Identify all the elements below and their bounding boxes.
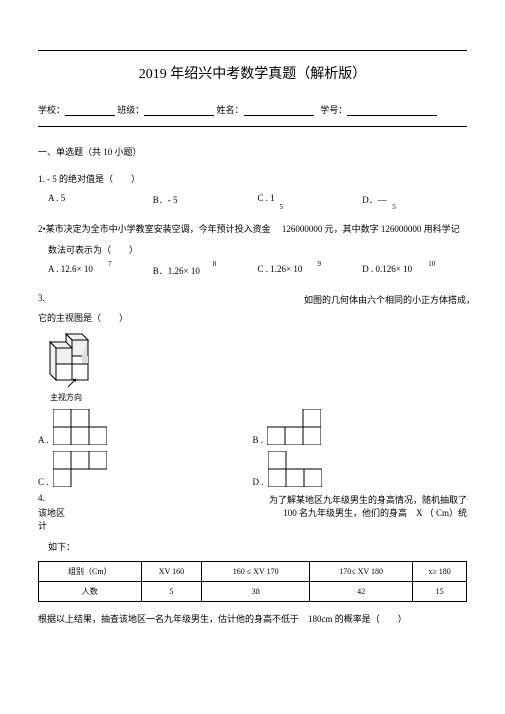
q1-c-sub: 5 (280, 203, 284, 211)
footer-l: 根据以上结果，抽查该地区一名九年级男生，估计他的身高不低于 (38, 614, 299, 624)
q4-left2: 计 (38, 519, 467, 532)
q3-view-label: 主视方向 (50, 392, 467, 403)
q4-num: 4. (38, 493, 45, 503)
q2-c-main: C . 1.26× 10 (258, 264, 303, 274)
q1-text: 1. - 5 的绝对值是（ ） (38, 172, 467, 185)
q2-line2: 数法可表示为（ ） (38, 243, 467, 256)
q3-b-shape (267, 409, 321, 445)
q2-opt-d: D . 0.126× 10 10 (362, 264, 467, 277)
q3-a-label: A . (38, 435, 49, 445)
section-1-title: 一、单选题（共 10 小题） (38, 145, 467, 158)
q2-options: A . 12.6× 10 7 B．1.26× 10 8 C . 1.26× 10… (38, 264, 467, 277)
th-3: 170≤ XV 180 (310, 562, 413, 582)
td-2: 42 (310, 582, 413, 602)
q4-right1: 为了解某地区九年级男生的身高情况，随机抽取了 (269, 493, 467, 506)
q3-a-shape (53, 409, 107, 445)
id-blank (347, 106, 437, 116)
th-2: 160 ≤ XV 170 (202, 562, 310, 582)
q3-d-shape (268, 451, 322, 487)
q3-c-label: C . (38, 477, 49, 487)
th-1: XV 160 (141, 562, 202, 582)
school-blank (65, 106, 115, 116)
footer-m: 180cm 的概率是（ ） (308, 614, 407, 624)
school-label: 学校： (38, 105, 65, 115)
q4-table: 组别（Cm） XV 160 160 ≤ XV 170 170≤ XV 180 x… (38, 561, 467, 602)
q2-m: 126000000 元，其中数字 126000000 用科学记 (282, 224, 460, 234)
q2-b-sup: 8 (213, 260, 217, 268)
class-label: 班级： (117, 105, 144, 115)
table-data-row: 人数 5 38 42 15 (39, 582, 467, 602)
td-1: 38 (202, 582, 310, 602)
q3-opt-a: A . (38, 409, 253, 445)
q3-c-shape (53, 451, 107, 487)
q3-text2: 它的主视图是（ ） (38, 311, 467, 324)
q4-right2: 100 名九年级男生，他们的身高 X （ Cm）统 (283, 506, 467, 519)
q1-d-main: D．— (362, 195, 387, 205)
td-0: 5 (141, 582, 202, 602)
q2-opt-c: C . 1.26× 10 9 (258, 264, 363, 277)
q2-opt-a: A . 12.6× 10 7 (48, 264, 153, 277)
q2-d-sup: 10 (428, 260, 435, 268)
table-header-row: 组别（Cm） XV 160 160 ≤ XV 170 170≤ XV 180 x… (39, 562, 467, 582)
page-title: 2019 年绍兴中考数学真题（解析版） (38, 63, 467, 83)
q1-opt-b: B．- 5 (153, 193, 258, 206)
q1-d-sub: 5 (392, 203, 396, 211)
q2-a-main: A . 12.6× 10 (48, 264, 93, 274)
q4-row2: 该地区 100 名九年级男生，他们的身高 X （ Cm）统 (38, 506, 467, 519)
q4-left1: 该地区 (38, 508, 65, 518)
q3-options-grid: A . B . C . D . (38, 409, 467, 493)
q3-b-label: B . (253, 435, 264, 445)
name-blank (244, 106, 314, 116)
q1-c-main: C . 1 (258, 193, 275, 203)
footer-line: 根据以上结果，抽查该地区一名九年级男生，估计他的身高不低于 180cm 的概率是… (38, 612, 467, 625)
q2-b-main: B．1.26× 10 (153, 266, 200, 276)
q3-opt-c: C . (38, 451, 253, 487)
name-label: 姓名： (217, 105, 244, 115)
q3-opt-d: D . (253, 451, 468, 487)
q2-l: 2•某市决定为全市中小学教室安装空调，今年预计投入资金 (38, 224, 271, 234)
q3-cube-figure (38, 332, 108, 392)
th-0: 组别（Cm） (39, 562, 142, 582)
td-3: 15 (413, 582, 467, 602)
header-bottom-rule (38, 126, 467, 127)
q1-opt-a: A . 5 (48, 193, 153, 206)
top-rule (38, 50, 467, 51)
th-4: x≥ 180 (413, 562, 467, 582)
q3-right-text: 如图的几何体由六个相同的小正方体搭成， (304, 293, 475, 306)
q2-line1: 2•某市决定为全市中小学教室安装空调，今年预计投入资金 126000000 元，… (38, 222, 467, 235)
class-blank (144, 106, 214, 116)
q4-below: 如下： (38, 540, 467, 553)
q2-a-sup: 7 (108, 260, 112, 268)
q1-opt-c: C . 1 5 (258, 193, 363, 206)
q2-opt-b: B．1.26× 10 8 (153, 264, 258, 277)
blanks-row: 学校： 班级： 姓名： 学号： (38, 103, 467, 116)
q3-d-label: D . (253, 477, 264, 487)
q1-opt-d: D．— 5 (362, 193, 467, 206)
q4-row1: 4. 为了解某地区九年级男生的身高情况，随机抽取了 (38, 493, 467, 506)
q3-opt-b: B . (253, 409, 468, 445)
id-label: 学号： (320, 105, 347, 115)
q3-wrap: 3. 如图的几何体由六个相同的小正方体搭成， (38, 293, 467, 303)
q1-options: A . 5 B．- 5 C . 1 5 D．— 5 (38, 193, 467, 206)
q2-d-main: D . 0.126× 10 (362, 264, 412, 274)
td-label: 人数 (39, 582, 142, 602)
q2-c-sup: 9 (318, 260, 322, 268)
